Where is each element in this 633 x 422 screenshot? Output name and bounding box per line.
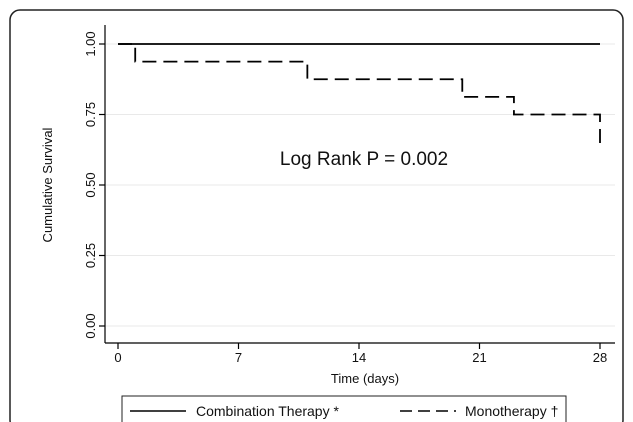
x-tick-label-2: 14 [352,350,366,365]
axes [104,25,615,344]
y-axis-label: Cumulative Survival [40,127,55,242]
y-tick-label-3: 0.75 [83,102,98,127]
x-tick-label-4: 28 [593,350,607,365]
log-rank-annotation: Log Rank P = 0.002 [280,149,448,170]
legend: Combination Therapy * Monotherapy † [121,395,567,422]
legend-box [121,395,567,422]
x-tick-label-0: 0 [114,350,121,365]
y-tick-label-2: 0.50 [83,172,98,197]
y-tick-label-0: 0.00 [83,313,98,338]
series-lines [118,43,601,150]
x-ticks: 0 7 14 21 28 [114,343,607,365]
y-tick-label-1: 0.25 [83,243,98,268]
series-line-monotherapy [118,43,601,150]
legend-label-monotherapy: Monotherapy † [465,403,558,419]
x-axis-label: Time (days) [331,371,399,386]
y-ticks: 0.00 0.25 0.50 0.75 1.00 [83,31,105,339]
outer-border [9,9,624,422]
y-tick-label-4: 1.00 [83,31,98,56]
legend-label-combination: Combination Therapy * [196,403,339,419]
x-tick-label-3: 21 [472,350,486,365]
x-tick-label-1: 7 [235,350,242,365]
